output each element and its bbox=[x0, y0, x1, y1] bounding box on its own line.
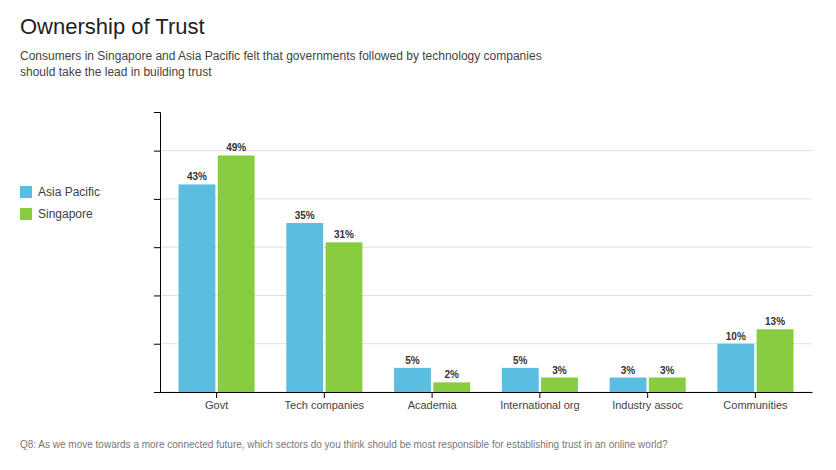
y-tick bbox=[154, 199, 160, 200]
bar bbox=[757, 329, 794, 392]
data-label: 3% bbox=[660, 365, 675, 376]
x-axis: Govt Tech companies Academia International … bbox=[161, 392, 813, 411]
subtitle-line: Consumers in Singapore and Asia Pacific … bbox=[20, 49, 542, 63]
data-label: 10% bbox=[726, 331, 746, 342]
grid-line bbox=[160, 392, 812, 393]
bar bbox=[286, 223, 323, 392]
legend-label: Asia Pacific bbox=[38, 185, 100, 199]
x-tick-label: Govt bbox=[205, 399, 228, 411]
x-tick-mark bbox=[432, 392, 433, 398]
x-tick-label: International org bbox=[500, 399, 579, 411]
y-tick bbox=[154, 392, 160, 393]
y-tick-mark bbox=[154, 247, 160, 248]
grid-line bbox=[160, 198, 812, 199]
x-tick: Tech companies bbox=[285, 392, 365, 411]
data-label: 43% bbox=[187, 171, 207, 182]
y-tick bbox=[154, 247, 160, 248]
x-tick-label: Communities bbox=[723, 399, 788, 411]
bar bbox=[218, 155, 255, 392]
grid-line bbox=[160, 343, 812, 344]
data-label: 49% bbox=[226, 142, 246, 153]
subtitle: Consumers in Singapore and Asia Pacific … bbox=[20, 49, 542, 79]
x-tick-mark bbox=[647, 392, 648, 398]
grid-line bbox=[160, 295, 812, 296]
data-label: 3% bbox=[552, 365, 567, 376]
legend-item: Singapore bbox=[20, 207, 93, 221]
y-tick-mark bbox=[154, 151, 160, 152]
x-tick-label: Tech companies bbox=[285, 399, 365, 411]
data-label: 13% bbox=[765, 316, 785, 327]
legend-label: Singapore bbox=[38, 207, 93, 221]
legend: Asia Pacific Singapore bbox=[20, 185, 100, 221]
x-axis-line bbox=[161, 392, 813, 393]
x-tick: Industry assoc bbox=[612, 392, 683, 411]
legend-item: Asia Pacific bbox=[20, 185, 100, 199]
bar bbox=[649, 378, 686, 392]
bars bbox=[179, 155, 794, 392]
bar bbox=[610, 378, 647, 392]
data-label: 2% bbox=[445, 369, 460, 380]
x-tick-mark bbox=[539, 392, 540, 398]
bar bbox=[502, 368, 539, 392]
bar bbox=[394, 368, 431, 392]
grid-line bbox=[160, 150, 812, 151]
grid-line bbox=[160, 247, 812, 248]
data-label: 35% bbox=[295, 210, 315, 221]
subtitle-line: should take the lead in building trust bbox=[20, 65, 212, 79]
bar-series bbox=[179, 184, 755, 392]
grid bbox=[160, 151, 812, 392]
bar bbox=[541, 378, 578, 392]
x-tick-mark bbox=[755, 392, 756, 398]
y-tick-mark bbox=[154, 344, 160, 345]
y-axis bbox=[154, 113, 161, 393]
y-tick bbox=[154, 295, 160, 296]
title: Ownership of Trust bbox=[20, 14, 205, 39]
data-label: 5% bbox=[405, 355, 420, 366]
data-label: 31% bbox=[334, 229, 354, 240]
plot: Govt Tech companies Academia International … bbox=[154, 113, 813, 411]
y-axis-line bbox=[154, 113, 161, 393]
y-tick-mark bbox=[154, 392, 160, 393]
x-tick: International org bbox=[500, 392, 579, 411]
data-label: 5% bbox=[513, 355, 528, 366]
bar bbox=[179, 184, 216, 392]
bar-series bbox=[218, 155, 794, 392]
legend-swatch bbox=[20, 186, 32, 198]
bar bbox=[433, 382, 470, 392]
chart-svg: Ownership of Trust Consumers in Singapore… bbox=[0, 0, 836, 470]
footnote: Q8: As we move towards a more connected … bbox=[20, 439, 668, 450]
x-tick: Communities bbox=[723, 392, 788, 411]
bar bbox=[717, 344, 754, 392]
bar bbox=[326, 242, 363, 392]
data-labels: 43% 35% 5% 5% 3% 10% 49% 31% 2% 3% 3% 13% bbox=[187, 142, 785, 380]
y-tick-mark bbox=[154, 199, 160, 200]
y-tick bbox=[154, 344, 160, 345]
legend-swatch bbox=[20, 208, 32, 220]
x-tick-mark bbox=[324, 392, 325, 398]
x-tick-label: Academia bbox=[408, 399, 458, 411]
y-tick bbox=[154, 151, 160, 152]
y-tick-mark bbox=[154, 295, 160, 296]
x-tick: Academia bbox=[408, 392, 458, 411]
x-tick-label: Industry assoc bbox=[612, 399, 683, 411]
x-tick-mark bbox=[216, 392, 217, 398]
data-label: 3% bbox=[621, 365, 636, 376]
x-tick: Govt bbox=[205, 392, 228, 411]
